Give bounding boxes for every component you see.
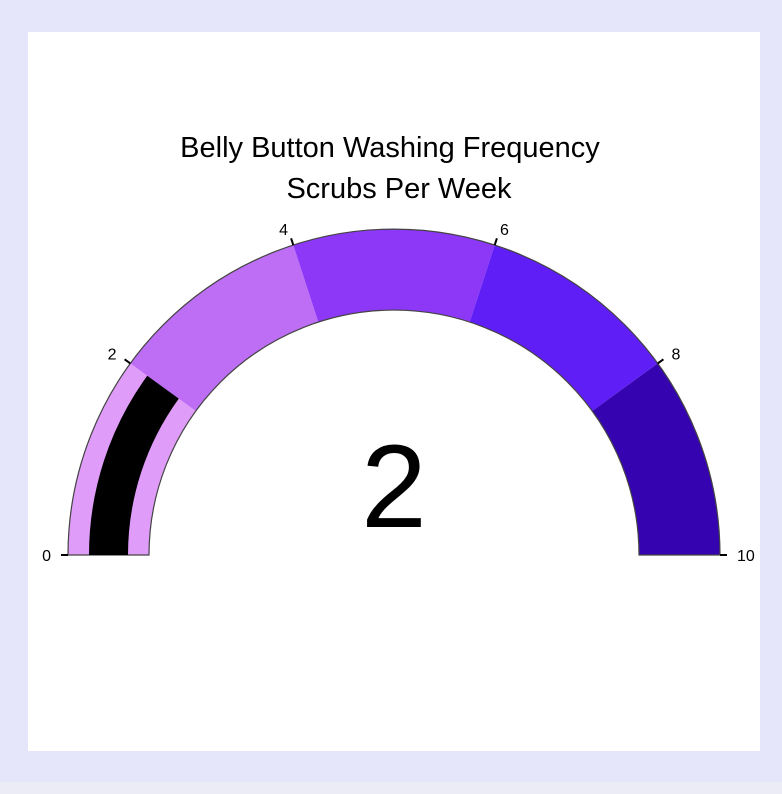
gauge-tick-label-5: 10 (737, 548, 755, 565)
gauge-tick-label-2: 4 (279, 222, 288, 239)
gauge-tick-label-1: 2 (108, 346, 117, 363)
gauge-tick-label-3: 6 (500, 222, 509, 239)
gauge-tick-label-4: 8 (671, 346, 680, 363)
gauge-step-1 (130, 244, 319, 411)
gauge-tick-mark-2 (290, 237, 295, 246)
gauge-tick-mark-1 (124, 358, 131, 365)
gauge-ticks: 0 2 4 6 8 10 (42, 222, 755, 565)
gauge-tick-label-0: 0 (42, 548, 51, 565)
chart-subtitle: Scrubs Per Week (286, 173, 512, 205)
gauge-step-3 (469, 244, 658, 411)
page-bottom-strip (0, 782, 782, 794)
gauge-value-bar (89, 375, 179, 555)
gauge-value-number: 2 (361, 421, 427, 553)
gauge-outline (67, 228, 721, 556)
gauge-tick-mark-4 (657, 358, 664, 365)
chart-title: Belly Button Washing Frequency (180, 132, 600, 164)
gauge-value-bar-fill (89, 375, 179, 555)
gauge-step-4 (592, 363, 720, 555)
gauge-step-2 (293, 229, 495, 322)
gauge-tick-mark-3 (493, 237, 498, 246)
